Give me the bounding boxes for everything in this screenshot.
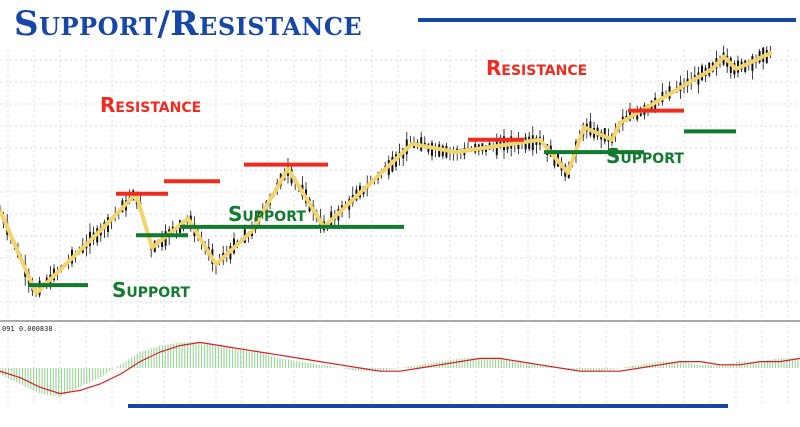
indicator-readout: 091 0.000838 (2, 325, 53, 333)
resistance-label: Resistance (486, 56, 587, 80)
support-label: Support (228, 202, 306, 226)
macd-signal-line (0, 341, 800, 395)
chart-title: Support/Resistance (14, 4, 363, 44)
resistance-label: Resistance (100, 93, 201, 117)
support-label: Support (606, 144, 684, 168)
support-label: Support (112, 278, 190, 302)
zigzag-line (0, 50, 773, 296)
